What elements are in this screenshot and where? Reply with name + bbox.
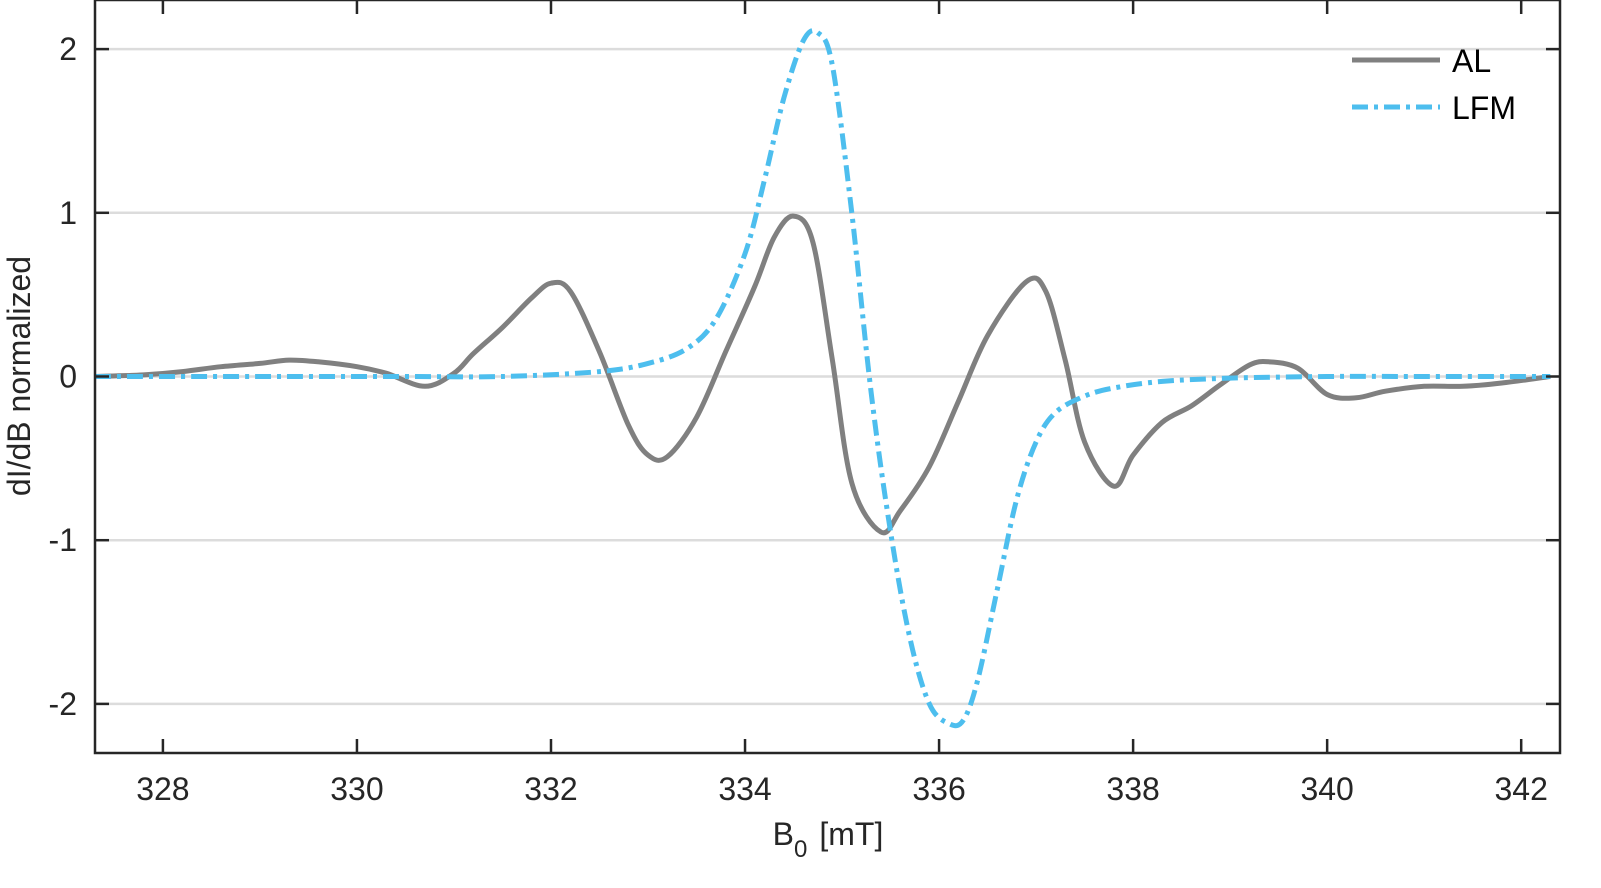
x-axis-title: B0 [mT] xyxy=(773,816,884,863)
series-lfm-line xyxy=(95,28,1551,729)
y-tick-label: 2 xyxy=(59,31,77,67)
x-tick-label: 328 xyxy=(136,771,189,807)
x-tick-label: 334 xyxy=(718,771,771,807)
y-tick-label: 1 xyxy=(59,195,77,231)
y-tick-label: 0 xyxy=(59,359,77,395)
x-tick-label: 338 xyxy=(1106,771,1159,807)
x-tick-label: 342 xyxy=(1494,771,1547,807)
x-axis-title-unit: [mT] xyxy=(819,816,883,852)
x-tick-label: 340 xyxy=(1300,771,1353,807)
y-axis-title: dI/dB normalized xyxy=(1,256,37,496)
series-al-line xyxy=(94,213,1551,536)
x-tick-label: 332 xyxy=(524,771,577,807)
legend: AL LFM xyxy=(1352,43,1516,126)
x-axis-title-main: B xyxy=(773,816,794,852)
y-tick-label: -2 xyxy=(49,686,77,722)
legend-label-al: AL xyxy=(1452,43,1491,79)
horizontal-grid xyxy=(95,47,1560,706)
axis-ticks: 2 1 0 -1 -2 328 330 332 334 336 338 340 342 xyxy=(49,0,1560,807)
x-tick-label: 330 xyxy=(330,771,383,807)
x-axis-title-subscript: 0 xyxy=(794,836,807,863)
y-tick-label: -1 xyxy=(49,522,77,558)
series-layer xyxy=(94,28,1551,729)
x-tick-label: 336 xyxy=(912,771,965,807)
legend-label-lfm: LFM xyxy=(1452,90,1516,126)
